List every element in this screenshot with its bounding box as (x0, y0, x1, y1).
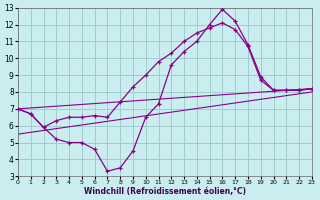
X-axis label: Windchill (Refroidissement éolien,°C): Windchill (Refroidissement éolien,°C) (84, 187, 246, 196)
